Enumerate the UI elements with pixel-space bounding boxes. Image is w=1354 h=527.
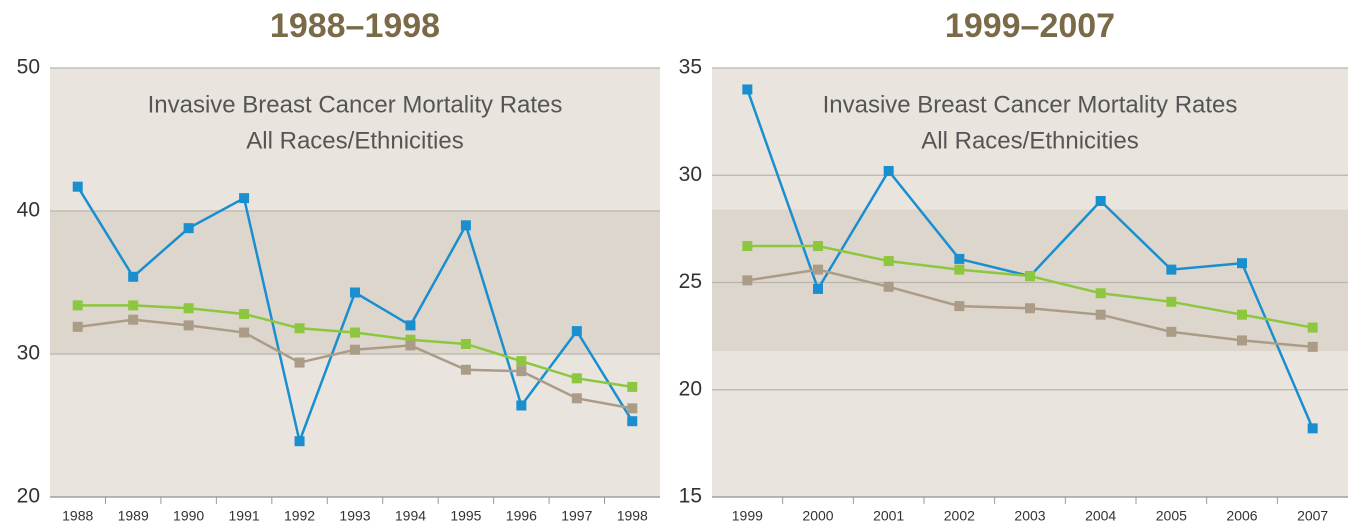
x-tick-label: 2001 xyxy=(873,508,904,524)
point xyxy=(405,340,416,351)
chart: 1988–1998 Invasive Breast Cancer Mortalit… xyxy=(17,7,660,524)
x-tick-label: 1988 xyxy=(62,508,93,524)
point xyxy=(571,373,582,384)
y-tick-label: 20 xyxy=(17,485,40,508)
annotation: All Races/Ethnicities xyxy=(246,127,463,154)
point xyxy=(460,220,471,231)
point xyxy=(460,364,471,375)
y-tick-label: 25 xyxy=(679,270,702,293)
point xyxy=(128,300,139,311)
point xyxy=(742,241,753,252)
x-tick-label: 1989 xyxy=(118,508,149,524)
point xyxy=(571,326,582,337)
x-tick-label: 1990 xyxy=(173,508,204,524)
point xyxy=(954,264,965,275)
point xyxy=(1307,341,1318,352)
point xyxy=(1237,309,1247,320)
point xyxy=(350,344,360,355)
point xyxy=(1307,423,1318,434)
point xyxy=(1095,195,1106,206)
x-tick-label: 1995 xyxy=(450,508,481,524)
y-tick-label: 20 xyxy=(679,377,702,400)
point xyxy=(742,275,753,286)
point xyxy=(883,165,894,176)
point xyxy=(516,400,527,411)
point xyxy=(72,300,83,311)
y-tick-label: 15 xyxy=(679,485,702,508)
point xyxy=(350,327,360,338)
point xyxy=(627,403,638,414)
x-tick-label: 1991 xyxy=(229,508,260,524)
x-tick-label: 2005 xyxy=(1156,508,1187,524)
x-tick-label: 2004 xyxy=(1085,508,1116,524)
x-tick-label: 1994 xyxy=(395,508,426,524)
point xyxy=(813,264,823,275)
x-tick-label: 2006 xyxy=(1226,508,1257,524)
x-tick-label: 2000 xyxy=(802,508,833,524)
y-tick-label: 40 xyxy=(17,199,40,222)
point xyxy=(72,181,83,192)
annotation: Invasive Breast Cancer Mortality Rates xyxy=(823,91,1238,118)
annotation: Invasive Breast Cancer Mortality Rates xyxy=(148,91,563,118)
point xyxy=(1025,271,1035,282)
chart: 1999–2007 Invasive Breast Cancer Mortalit… xyxy=(679,7,1348,524)
x-tick-label: 1996 xyxy=(506,508,537,524)
point xyxy=(954,301,965,312)
point xyxy=(883,281,894,292)
point xyxy=(183,320,194,331)
chart-title: 1988–1998 xyxy=(270,7,440,45)
point xyxy=(1095,288,1106,299)
point xyxy=(405,320,416,331)
point xyxy=(350,287,360,298)
point xyxy=(183,303,194,314)
x-tick-label: 2003 xyxy=(1014,508,1045,524)
x-tick-label: 2007 xyxy=(1297,508,1328,524)
x-tick-label: 1993 xyxy=(339,508,370,524)
point xyxy=(813,283,823,294)
point xyxy=(627,381,638,392)
point xyxy=(1025,303,1035,314)
point xyxy=(1166,296,1177,307)
point xyxy=(239,193,250,204)
x-tick-label: 1997 xyxy=(561,508,592,524)
y-tick-label: 50 xyxy=(17,56,40,79)
point xyxy=(571,393,582,404)
x-tick-label: 2002 xyxy=(944,508,975,524)
point xyxy=(1095,309,1106,320)
y-tick-label: 30 xyxy=(679,163,702,186)
point xyxy=(239,308,250,319)
point xyxy=(1166,326,1177,337)
point xyxy=(883,256,894,267)
point xyxy=(742,84,753,95)
point xyxy=(183,223,194,234)
point xyxy=(627,416,638,427)
point xyxy=(460,338,471,349)
point xyxy=(1237,335,1247,346)
y-tick-label: 30 xyxy=(17,342,40,365)
point xyxy=(954,253,965,264)
point xyxy=(294,357,305,368)
point xyxy=(813,241,823,252)
point xyxy=(1307,322,1318,333)
point xyxy=(1237,258,1247,269)
x-tick-label: 1998 xyxy=(617,508,648,524)
point xyxy=(128,271,139,282)
point xyxy=(405,334,416,345)
y-tick-label: 35 xyxy=(679,56,702,79)
point xyxy=(239,327,250,338)
chart-title: 1999–2007 xyxy=(945,7,1115,45)
point xyxy=(294,323,305,334)
point xyxy=(72,321,83,332)
point xyxy=(516,366,527,377)
point xyxy=(128,314,139,325)
x-tick-label: 1999 xyxy=(732,508,763,524)
annotation: All Races/Ethnicities xyxy=(921,127,1138,154)
point xyxy=(1166,264,1177,275)
point xyxy=(294,436,305,447)
x-tick-label: 1992 xyxy=(284,508,315,524)
point xyxy=(516,356,527,367)
